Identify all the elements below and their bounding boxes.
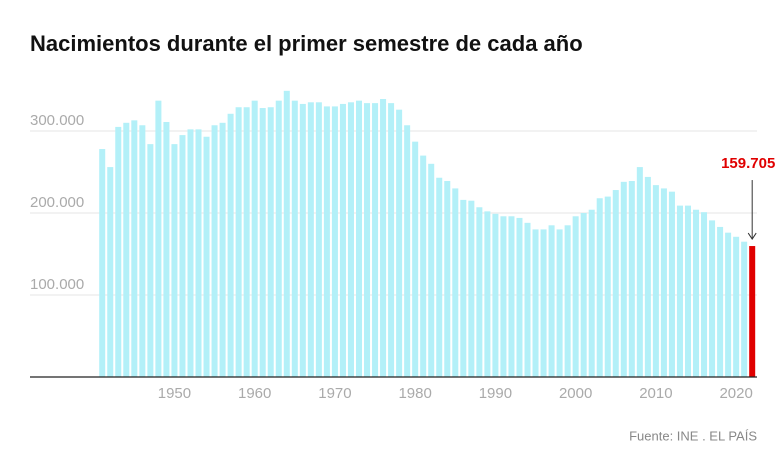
bar: [628, 181, 635, 377]
x-tick-label: 1970: [318, 385, 351, 402]
bar: [115, 126, 122, 378]
bar: [195, 129, 202, 377]
bar: [123, 122, 130, 377]
bar: [404, 125, 411, 377]
y-tick-label: 100.000: [30, 276, 84, 293]
bar: [684, 205, 692, 377]
bar: [492, 213, 499, 377]
bar: [741, 241, 748, 377]
bar: [187, 129, 194, 377]
bar: [468, 200, 475, 377]
bar: [588, 209, 595, 377]
bar: [203, 136, 210, 377]
bar: [315, 102, 322, 378]
bar: [275, 100, 282, 377]
bar: [524, 222, 531, 377]
bar: [396, 109, 403, 378]
bar: [620, 181, 627, 377]
x-tick-label: 2020: [719, 385, 752, 402]
bar: [484, 211, 491, 377]
chart-title: Nacimientos durante el primer semestre d…: [30, 31, 583, 56]
bar: [717, 226, 724, 377]
bar: [500, 216, 507, 377]
bar: [444, 181, 451, 377]
bar: [612, 190, 619, 377]
bar: [251, 100, 258, 377]
bar: [299, 103, 306, 377]
bar: [644, 176, 651, 377]
x-tick-label: 1950: [158, 385, 191, 402]
y-tick-label: 300.000: [30, 112, 84, 129]
bar: [388, 103, 395, 378]
bar: [636, 167, 643, 377]
x-tick-label: 1990: [479, 385, 512, 402]
bar: [540, 229, 547, 377]
bar: [267, 107, 274, 377]
bar: [452, 188, 459, 377]
bar: [347, 102, 354, 378]
bar: [412, 141, 419, 377]
x-tick-label: 2000: [559, 385, 592, 402]
bar: [548, 225, 555, 377]
bar: [99, 149, 106, 377]
bar: [508, 216, 515, 377]
bar: [139, 125, 146, 377]
bar: [243, 107, 250, 377]
bar: [749, 246, 756, 377]
bar: [235, 107, 242, 377]
bar: [668, 191, 675, 377]
bar: [420, 155, 427, 377]
y-tick-label: 200.000: [30, 194, 84, 211]
bar: [131, 120, 138, 377]
bar: [733, 236, 740, 377]
source: Fuente: INE . EL PAÍS: [629, 428, 757, 443]
bar: [355, 100, 363, 377]
bar: [516, 217, 523, 377]
bar: [428, 163, 435, 377]
x-tick-label: 1980: [398, 385, 431, 402]
bar: [155, 100, 162, 377]
bar: [323, 106, 330, 378]
bar: [163, 121, 170, 377]
bar: [596, 198, 603, 377]
bar: [725, 232, 732, 377]
bar: [693, 209, 700, 377]
bar: [291, 100, 298, 377]
bar: [107, 167, 114, 377]
x-tick-label: 2010: [639, 385, 672, 402]
bar: [227, 113, 234, 377]
bar: [380, 99, 387, 378]
bar: [572, 216, 579, 377]
bar: [339, 103, 346, 377]
bar: [372, 103, 379, 378]
x-tick-label: 1960: [238, 385, 271, 402]
bar: [564, 225, 571, 377]
bar: [307, 102, 314, 378]
bar: [211, 125, 218, 377]
bar: [436, 177, 443, 377]
bar: [476, 207, 483, 377]
bar: [660, 188, 667, 377]
bar: [147, 144, 154, 377]
bar: [532, 229, 539, 377]
bar: [709, 220, 716, 377]
bar: [179, 135, 186, 377]
bar: [556, 229, 563, 377]
bar: [580, 213, 587, 377]
bar: [283, 90, 290, 377]
bar: [331, 106, 338, 378]
bar: [604, 196, 611, 377]
bar: [364, 103, 371, 378]
annotation-arrowhead: [747, 232, 757, 240]
bar: [701, 212, 708, 377]
value-label: 159.705: [721, 155, 775, 172]
bar: [259, 108, 266, 377]
bar: [219, 122, 226, 377]
bar: [460, 199, 467, 377]
bar: [676, 205, 683, 377]
bar: [171, 144, 178, 377]
bar: [652, 185, 659, 377]
